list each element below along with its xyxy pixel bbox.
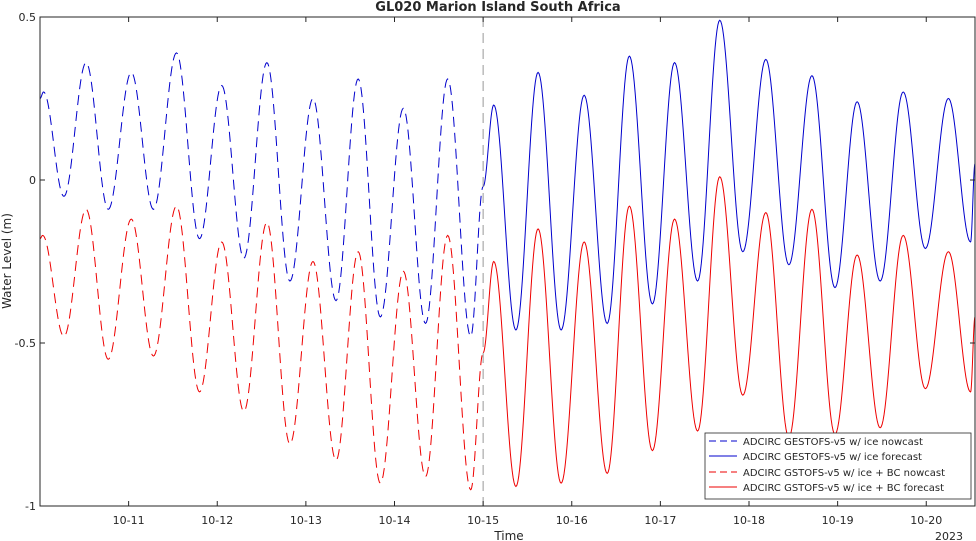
axis-ticks: 10-11 10-12 10-13 10-14 10-15 10-16 10-17 10-18… [15, 11, 975, 527]
series-line-2 [40, 205, 484, 491]
series-line-0 [40, 52, 484, 338]
x-tick-label: 10-12 [201, 514, 233, 527]
legend-label-gstofs-forecast: ADCIRC GSTOFS-v5 w/ ice + BC forecast [743, 483, 944, 494]
x-axis-label: Time [493, 529, 523, 541]
year-label: 2023 [935, 530, 963, 541]
plot-frame [39, 16, 976, 507]
chart-title: GL020 Marion Island South Africa [375, 0, 620, 15]
y-tick-label: 0.5 [19, 11, 37, 24]
series-line-3 [482, 176, 975, 488]
legend-label-gstofs-nowcast: ADCIRC GSTOFS-v5 w/ ice + BC nowcast [743, 468, 945, 479]
y-tick-label: -0.5 [15, 337, 36, 350]
y-tick-label: 0 [29, 174, 36, 187]
legend-box [704, 432, 972, 500]
series-layer [40, 19, 975, 491]
x-tick-label: 10-19 [822, 514, 854, 527]
legend-label-gestofs-nowcast: ADCIRC GESTOFS-v5 w/ ice nowcast [743, 437, 923, 448]
series-line-1 [482, 19, 975, 331]
x-tick-label: 10-17 [644, 514, 676, 527]
x-tick-label: 10-20 [910, 514, 942, 527]
x-tick-label: 10-18 [733, 514, 765, 527]
y-axis-label: Water Level (m) [0, 213, 14, 309]
legend: ADCIRC GESTOFS-v5 w/ ice nowcast ADCIRC … [704, 432, 972, 500]
x-tick-label: 10-11 [113, 514, 145, 527]
y-tick-label: -1 [25, 500, 36, 513]
x-tick-label: 10-13 [290, 514, 322, 527]
x-tick-label: 10-14 [379, 514, 411, 527]
legend-label-gestofs-forecast: ADCIRC GESTOFS-v5 w/ ice forecast [743, 452, 922, 463]
x-tick-label: 10-16 [556, 514, 588, 527]
x-tick-label: 10-15 [467, 514, 499, 527]
